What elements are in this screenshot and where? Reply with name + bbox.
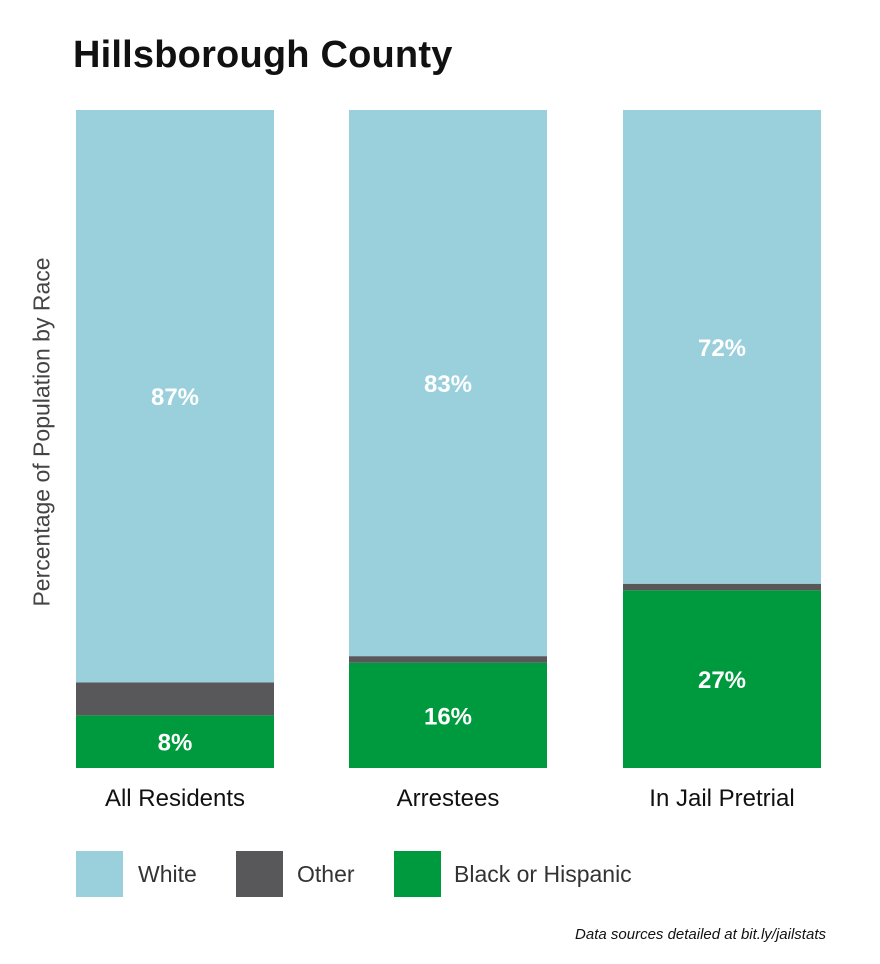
legend-label-other: Other (297, 861, 355, 887)
bar-arrestees-black-or-hispanic (349, 662, 547, 768)
bar-all-residents-white (76, 110, 274, 683)
bar-in-jail-pretrial-white (623, 110, 821, 584)
legend-label-black-or-hispanic: Black or Hispanic (454, 861, 632, 887)
legend: White Other Black or Hispanic (76, 851, 776, 897)
data-label-in-jail-pretrial-white: 72% (698, 335, 746, 362)
bar-all-residents-black-or-hispanic (76, 715, 274, 768)
data-label-arrestees-black-or-hispanic: 16% (424, 703, 472, 730)
category-label-all-residents: All Residents (104, 785, 246, 812)
category-label-in-jail-pretrial: In Jail Pretrial (649, 785, 795, 812)
legend-swatch-black-or-hispanic (394, 851, 441, 897)
bar-in-jail-pretrial-other (623, 583, 821, 591)
chart-title: Hillsborough County (73, 34, 453, 76)
data-label-all-residents-black-or-hispanic: 8% (158, 730, 193, 757)
data-label-arrestees-white: 83% (424, 371, 472, 398)
source-note: Data sources detailed at bit.ly/jailstat… (575, 926, 826, 943)
category-label-arrestees: Arrestees (396, 785, 500, 812)
legend-swatch-other (236, 851, 283, 897)
bar-arrestees-other (349, 656, 547, 663)
legend-swatch-white (76, 851, 123, 897)
bar-all-residents-other (76, 682, 274, 716)
bar-in-jail-pretrial-black-or-hispanic (623, 590, 821, 768)
data-label-in-jail-pretrial-black-or-hispanic: 27% (698, 667, 746, 694)
data-label-all-residents-white: 87% (151, 384, 199, 411)
legend-label-white: White (138, 861, 197, 887)
bar-arrestees-white (349, 110, 547, 657)
